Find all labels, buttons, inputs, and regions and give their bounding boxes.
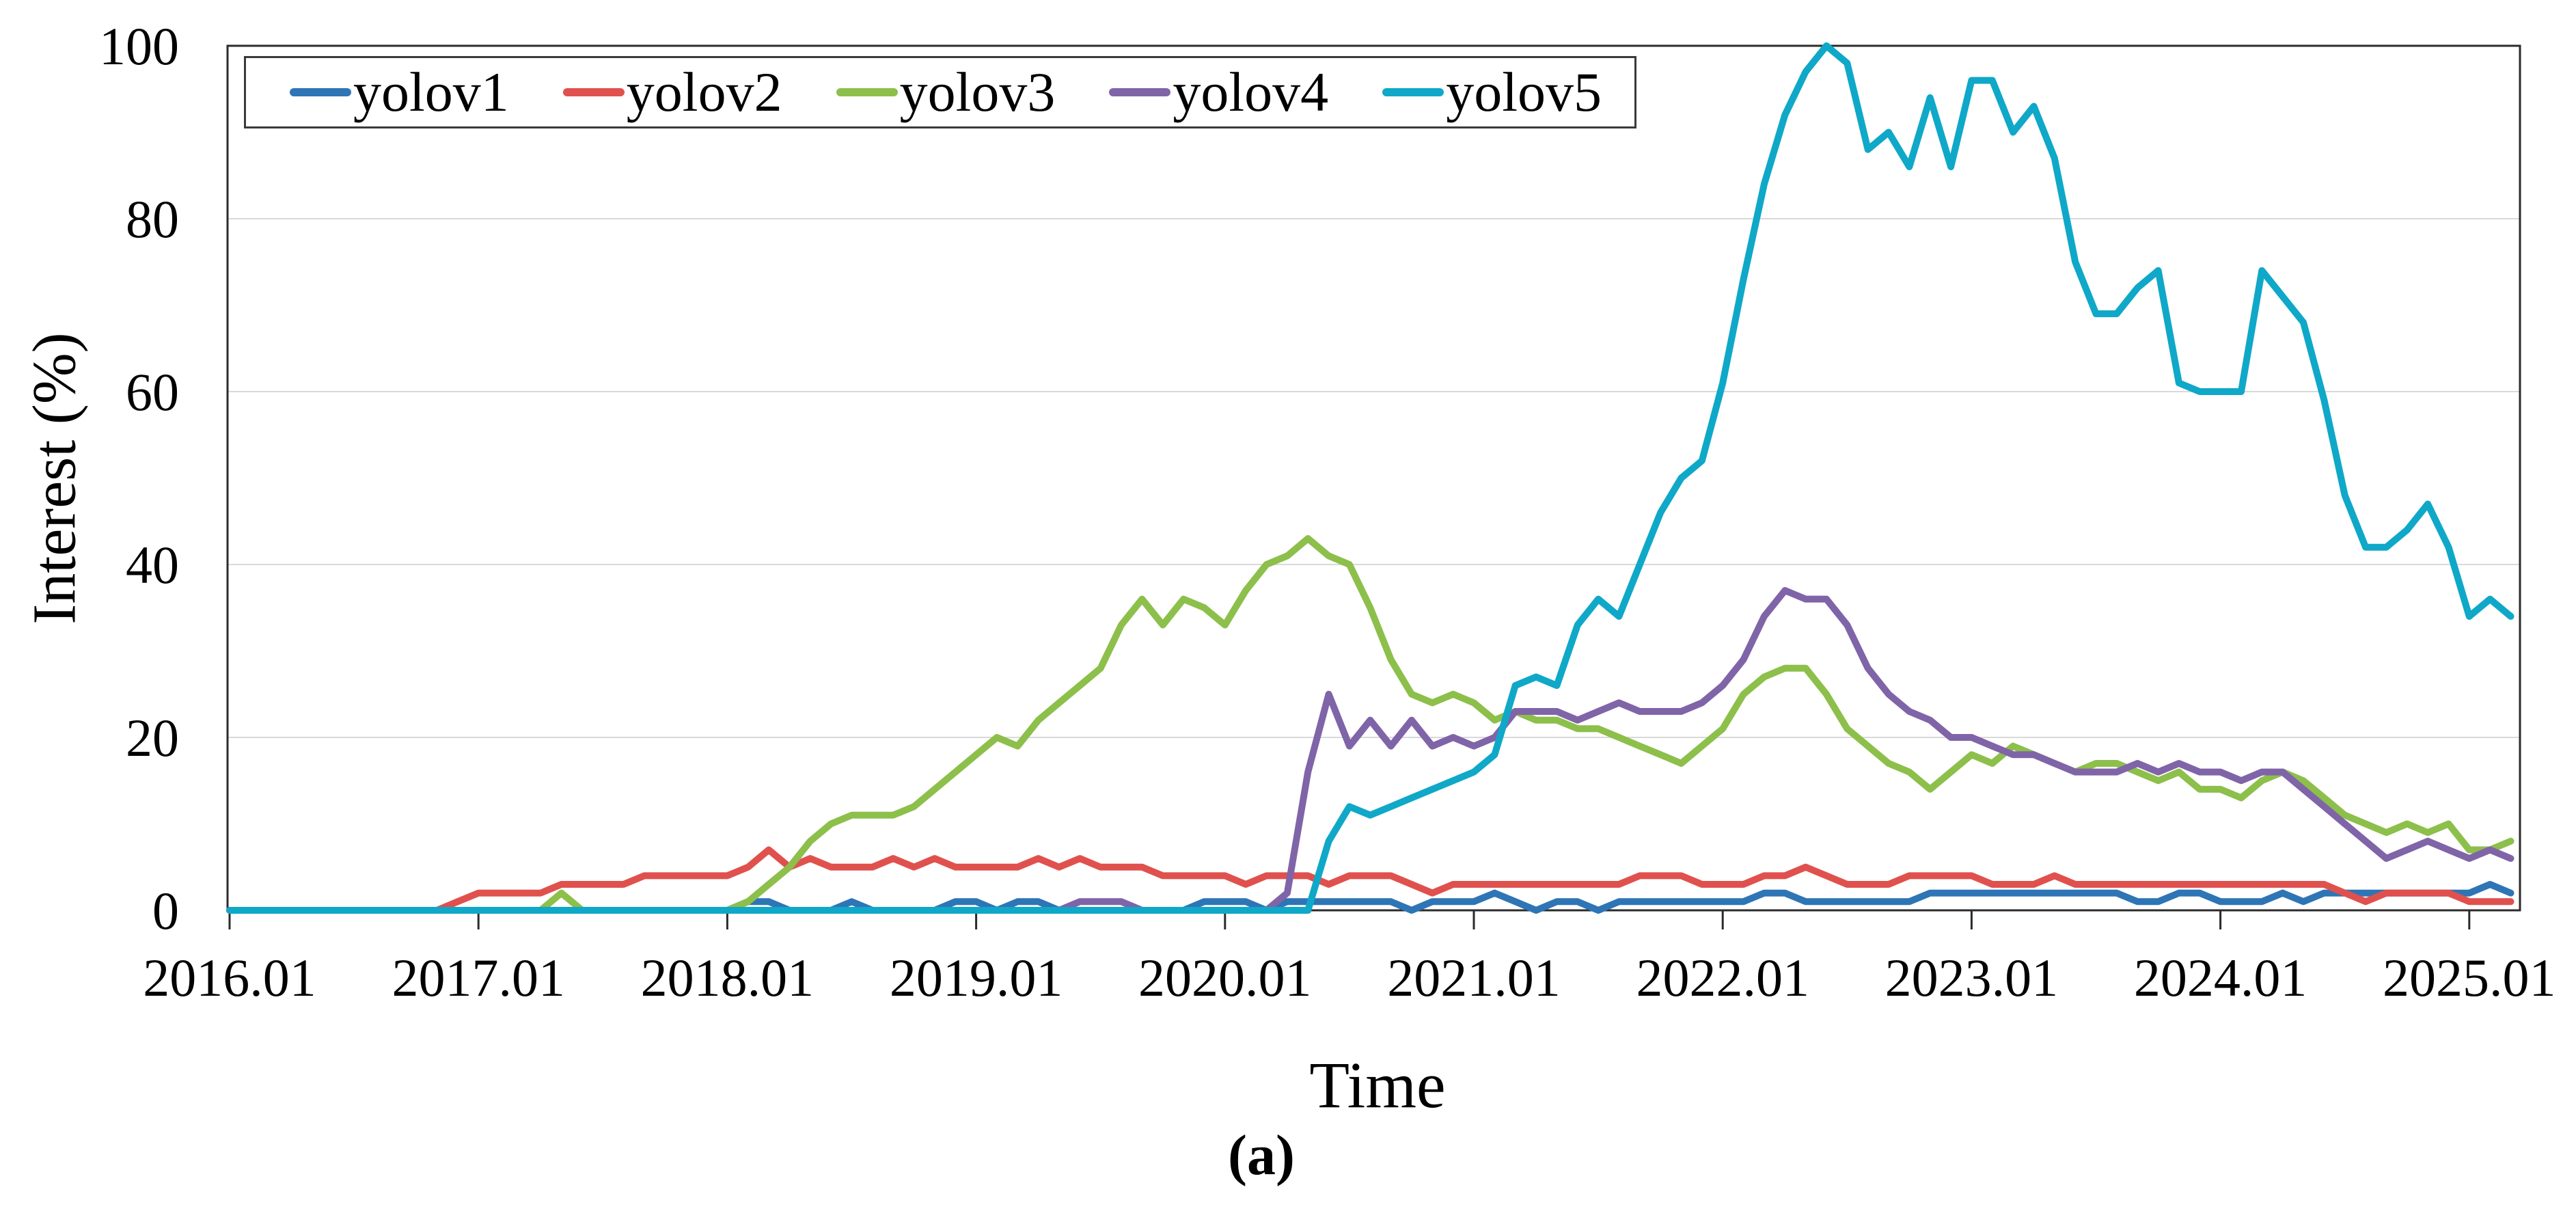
legend-swatch-yolov3 bbox=[836, 88, 898, 96]
x-tick-label: 2024.01 bbox=[2134, 948, 2307, 1007]
legend-item-yolov1: yolov1 bbox=[290, 64, 509, 120]
plot-border bbox=[226, 44, 2521, 912]
y-tick-label: 0 bbox=[152, 881, 179, 940]
legend: yolov1 yolov2 yolov3 yolov4 yolov5 bbox=[244, 56, 1636, 128]
series-line-yolov2 bbox=[226, 846, 2515, 914]
legend-swatch-yolov2 bbox=[562, 88, 625, 96]
x-tick-label: 2021.01 bbox=[1387, 948, 1561, 1007]
legend-label-yolov5: yolov5 bbox=[1446, 61, 1602, 123]
legend-swatch-yolov4 bbox=[1109, 88, 1171, 96]
y-tick-label: 20 bbox=[126, 708, 179, 767]
legend-item-yolov3: yolov3 bbox=[836, 61, 1056, 123]
legend-swatch-yolov1 bbox=[290, 88, 351, 96]
legend-label-yolov4: yolov4 bbox=[1173, 61, 1329, 123]
x-tick-label: 2019.01 bbox=[890, 948, 1063, 1007]
legend-label-yolov3: yolov3 bbox=[899, 61, 1056, 123]
series-line-yolov5 bbox=[226, 42, 2515, 914]
y-tick-label: 60 bbox=[126, 362, 179, 422]
y-axis-title: Interest (%) bbox=[20, 332, 89, 625]
x-tick-label: 2022.01 bbox=[1636, 948, 1809, 1007]
series-line-yolov4 bbox=[226, 587, 2515, 914]
figure-caption: (a) bbox=[1228, 1124, 1295, 1187]
x-tick-label: 2025.01 bbox=[2383, 948, 2556, 1007]
legend-item-yolov5: yolov5 bbox=[1382, 64, 1602, 120]
x-tick-label: 2023.01 bbox=[1885, 948, 2059, 1007]
x-tick-label: 2018.01 bbox=[641, 948, 814, 1007]
y-tick-label: 40 bbox=[126, 535, 179, 595]
x-axis-title: Time bbox=[1309, 1048, 1446, 1121]
legend-item-yolov4: yolov4 bbox=[1109, 64, 1328, 120]
legend-label-yolov1: yolov1 bbox=[353, 61, 509, 123]
x-tick-label: 2017.01 bbox=[392, 948, 565, 1007]
y-tick-label: 100 bbox=[99, 16, 179, 76]
x-tick-label: 2016.01 bbox=[143, 948, 316, 1007]
y-tick-label: 80 bbox=[126, 189, 179, 249]
legend-item-yolov2: yolov2 bbox=[562, 61, 782, 123]
legend-label-yolov2: yolov2 bbox=[626, 61, 782, 123]
legend-swatch-yolov5 bbox=[1382, 88, 1444, 96]
x-tick-label: 2020.01 bbox=[1138, 948, 1312, 1007]
